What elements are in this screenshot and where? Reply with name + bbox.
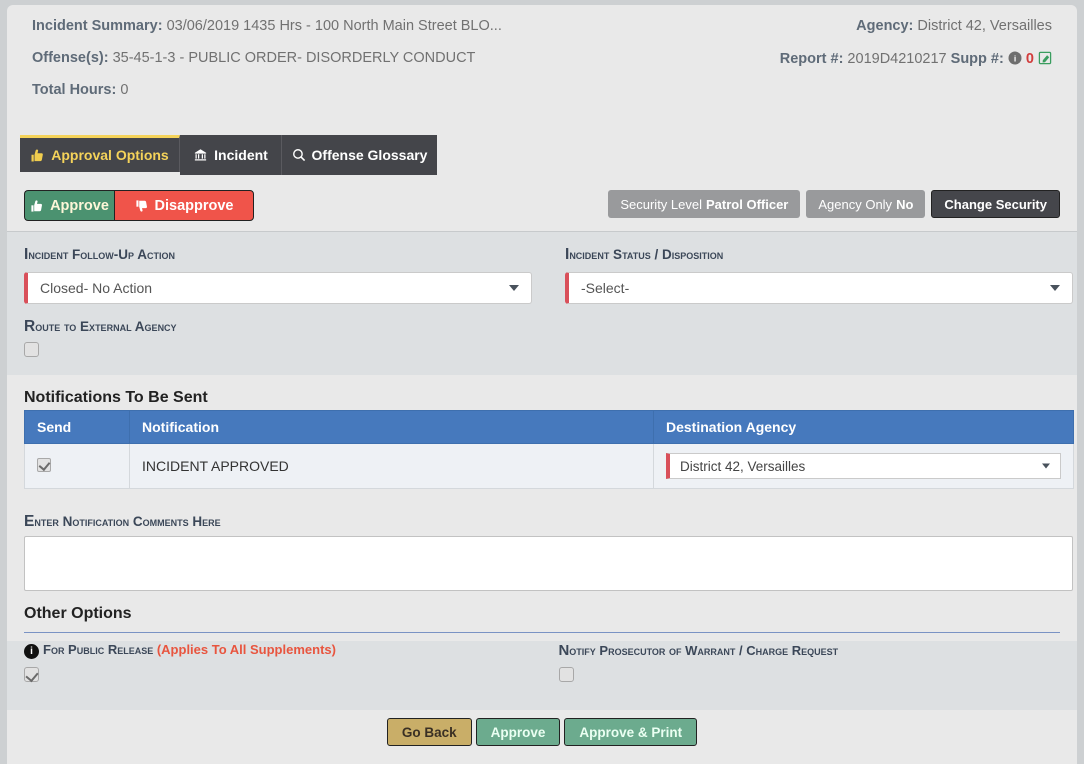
svg-text:i: i (1014, 53, 1016, 63)
